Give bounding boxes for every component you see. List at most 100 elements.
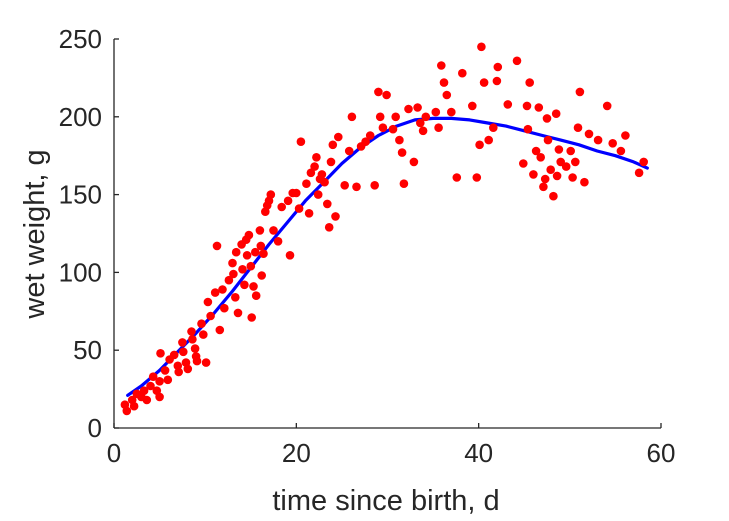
data-point [257, 271, 267, 280]
data-point [512, 56, 522, 66]
data-point [233, 308, 243, 318]
data-point [199, 330, 208, 339]
axes [113, 38, 662, 429]
data-point [313, 190, 323, 199]
data-point [244, 230, 254, 240]
data-point [575, 87, 585, 97]
data-point [493, 62, 503, 72]
tick-labels: 0 20 40 60 0 50 100 150 200 250 [59, 24, 676, 468]
y-tick-label: 100 [59, 257, 102, 287]
data-point [542, 114, 552, 123]
data-point [277, 202, 287, 212]
data-point [539, 182, 548, 192]
x-tick-label: 0 [107, 438, 121, 468]
data-point [388, 124, 398, 134]
data-point [129, 401, 139, 411]
data-point [551, 109, 561, 118]
x-tick-label: 60 [647, 438, 676, 468]
data-point [344, 146, 354, 156]
y-tick-label: 250 [59, 24, 102, 54]
x-tick-label: 20 [282, 438, 311, 468]
data-point [571, 157, 580, 167]
data-point [404, 104, 413, 114]
data-point [503, 100, 513, 109]
data-point [409, 157, 419, 167]
data-point [361, 137, 370, 146]
data-point [397, 148, 407, 157]
y-tick-label: 50 [73, 335, 102, 365]
data-point [382, 90, 391, 100]
data-point [546, 165, 555, 174]
data-point [370, 181, 380, 190]
data-point [554, 145, 564, 154]
data-point [317, 170, 327, 179]
data-point [218, 285, 227, 294]
y-tick-label: 150 [59, 180, 102, 210]
data-point [324, 223, 334, 232]
data-point [395, 135, 404, 145]
data-point [283, 196, 293, 206]
data-point [320, 177, 329, 187]
data-point [139, 386, 149, 396]
data-point [442, 90, 452, 100]
data-point [492, 76, 502, 86]
data-point [302, 179, 311, 188]
y-tick-label: 0 [88, 413, 102, 443]
data-point [201, 358, 211, 367]
data-point [593, 135, 603, 145]
data-point [439, 78, 449, 87]
data-point [374, 87, 383, 97]
data-point [192, 356, 202, 366]
data-point [155, 377, 164, 386]
y-axis-label: wet weight, g [19, 149, 51, 319]
data-point [312, 153, 321, 162]
data-point [378, 123, 388, 132]
data-point [146, 381, 155, 391]
x-axis-label: time since birth, d [272, 485, 499, 517]
data-point [391, 112, 401, 122]
data-point [566, 146, 575, 156]
data-point [561, 162, 571, 171]
data-point [531, 146, 541, 156]
data-point [347, 112, 357, 122]
data-point [523, 124, 533, 134]
data-point [568, 173, 577, 182]
data-point [323, 199, 332, 209]
data-point [458, 68, 467, 78]
data-point [399, 179, 409, 188]
data-point [174, 367, 183, 377]
data-point [251, 291, 261, 301]
data-point [306, 168, 316, 178]
data-point [212, 241, 222, 251]
data-point [229, 269, 238, 279]
data-point [256, 241, 266, 251]
data-points-layer [120, 42, 648, 416]
data-point [413, 103, 422, 112]
data-point [240, 280, 249, 290]
data-point [269, 226, 278, 235]
data-point [616, 146, 626, 156]
data-point [365, 131, 375, 140]
data-point [179, 347, 188, 357]
data-point [156, 349, 165, 358]
data-point [340, 181, 350, 190]
data-point [231, 247, 241, 257]
data-point [472, 173, 482, 182]
data-point [292, 188, 301, 198]
data-point [259, 249, 268, 258]
data-point [534, 103, 544, 112]
data-point [416, 118, 425, 128]
x-tick-label: 40 [464, 438, 493, 468]
data-point [468, 101, 477, 111]
data-point [142, 395, 152, 405]
data-point [536, 153, 545, 162]
data-point [543, 135, 553, 145]
data-point [210, 288, 220, 297]
data-point [197, 319, 206, 329]
data-point [122, 406, 132, 416]
data-point [160, 366, 170, 375]
data-point [251, 247, 260, 257]
data-point [421, 112, 431, 122]
y-tick-label: 200 [59, 102, 102, 132]
data-point [169, 350, 179, 360]
